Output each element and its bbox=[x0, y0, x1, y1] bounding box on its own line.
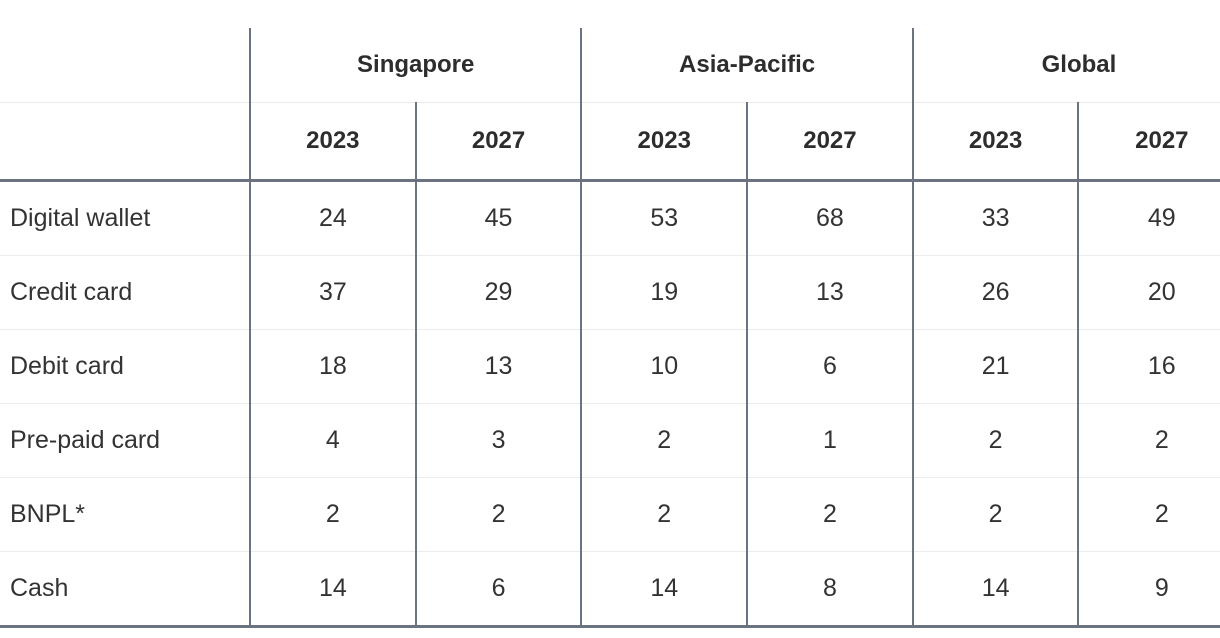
value-cell: 6 bbox=[414, 551, 582, 628]
value-cell: 2 bbox=[580, 403, 748, 478]
year-header-row: 2023 2027 2023 2027 2023 2027 bbox=[0, 102, 1220, 182]
value-cell: 2 bbox=[746, 477, 913, 552]
row-label: Pre-paid card bbox=[0, 403, 250, 478]
value-cell: 49 bbox=[1077, 180, 1220, 256]
value-cell: 10 bbox=[580, 329, 748, 404]
value-cell: 14 bbox=[249, 551, 416, 628]
value-cell: 26 bbox=[911, 255, 1079, 330]
region-header-asia-pacific: Asia-Pacific bbox=[580, 28, 913, 103]
region-header-singapore: Singapore bbox=[248, 28, 582, 103]
table-row-debit-card: Debit card 18 13 10 6 21 16 bbox=[0, 329, 1220, 404]
table-row-pre-paid-card: Pre-paid card 4 3 2 1 2 2 bbox=[0, 403, 1220, 478]
value-cell: 2 bbox=[1077, 477, 1220, 552]
row-label: BNPL* bbox=[0, 477, 250, 552]
value-cell: 2 bbox=[911, 403, 1079, 478]
corner-cell bbox=[0, 102, 250, 182]
value-cell: 21 bbox=[911, 329, 1079, 404]
value-cell: 4 bbox=[249, 403, 416, 478]
value-cell: 8 bbox=[746, 551, 913, 628]
value-cell: 29 bbox=[414, 255, 582, 330]
row-label: Digital wallet bbox=[0, 180, 250, 256]
value-cell: 2 bbox=[414, 477, 582, 552]
table-row-bnpl: BNPL* 2 2 2 2 2 2 bbox=[0, 477, 1220, 552]
table-row-credit-card: Credit card 37 29 19 13 26 20 bbox=[0, 255, 1220, 330]
value-cell: 2 bbox=[580, 477, 748, 552]
year-header-singapore-2023: 2023 bbox=[249, 102, 416, 182]
year-header-asia-pacific-2027: 2027 bbox=[746, 102, 913, 182]
value-cell: 14 bbox=[580, 551, 748, 628]
year-header-global-2027: 2027 bbox=[1077, 102, 1220, 182]
value-cell: 2 bbox=[1077, 403, 1220, 478]
value-cell: 9 bbox=[1077, 551, 1220, 628]
value-cell: 3 bbox=[414, 403, 582, 478]
value-cell: 2 bbox=[249, 477, 416, 552]
value-cell: 68 bbox=[746, 180, 913, 256]
table-row-cash: Cash 14 6 14 8 14 9 bbox=[0, 551, 1220, 628]
value-cell: 20 bbox=[1077, 255, 1220, 330]
value-cell: 18 bbox=[249, 329, 416, 404]
value-cell: 19 bbox=[580, 255, 748, 330]
row-label: Debit card bbox=[0, 329, 250, 404]
value-cell: 16 bbox=[1077, 329, 1220, 404]
region-header-global: Global bbox=[911, 28, 1220, 103]
value-cell: 37 bbox=[249, 255, 416, 330]
value-cell: 33 bbox=[911, 180, 1079, 256]
value-cell: 6 bbox=[746, 329, 913, 404]
value-cell: 24 bbox=[249, 180, 416, 256]
corner-cell bbox=[0, 28, 250, 103]
value-cell: 13 bbox=[414, 329, 582, 404]
value-cell: 14 bbox=[911, 551, 1079, 628]
table-row-digital-wallet: Digital wallet 24 45 53 68 33 49 bbox=[0, 180, 1220, 256]
region-header-row: Singapore Asia-Pacific Global bbox=[0, 28, 1220, 103]
row-label: Cash bbox=[0, 551, 250, 628]
value-cell: 53 bbox=[580, 180, 748, 256]
row-label: Credit card bbox=[0, 255, 250, 330]
value-cell: 1 bbox=[746, 403, 913, 478]
payment-methods-table: Singapore Asia-Pacific Global 2023 2027 … bbox=[0, 28, 1220, 628]
value-cell: 13 bbox=[746, 255, 913, 330]
year-header-singapore-2027: 2027 bbox=[414, 102, 582, 182]
year-header-global-2023: 2023 bbox=[911, 102, 1079, 182]
year-header-asia-pacific-2023: 2023 bbox=[580, 102, 748, 182]
value-cell: 45 bbox=[414, 180, 582, 256]
value-cell: 2 bbox=[911, 477, 1079, 552]
